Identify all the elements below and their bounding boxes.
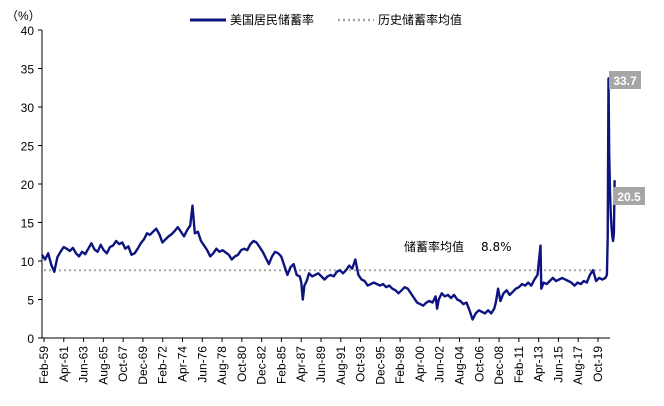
x-tick-label: Jun-89 bbox=[314, 346, 328, 383]
x-tick-label: Dec-08 bbox=[492, 346, 506, 385]
x-tick-label: Aug-65 bbox=[96, 346, 110, 385]
x-tick-label: Feb-11 bbox=[512, 346, 526, 383]
y-tick-label: 5 bbox=[27, 294, 34, 308]
last-value-badge-text: 20.5 bbox=[617, 190, 641, 204]
x-tick-label: Oct-80 bbox=[235, 346, 249, 382]
x-tick-label: Jun-02 bbox=[433, 346, 447, 383]
legend-label-savings-rate: 美国居民储蓄率 bbox=[230, 12, 314, 27]
y-axis-ticks: 0 5 10 15 20 25 30 35 40 bbox=[21, 24, 42, 346]
legend: 美国居民储蓄率 历史储蓄率均值 bbox=[190, 12, 462, 27]
y-tick-label: 15 bbox=[21, 217, 35, 231]
x-tick-label: Aug-17 bbox=[571, 346, 585, 385]
y-tick-label: 30 bbox=[21, 101, 35, 115]
x-tick-label: Apr-87 bbox=[294, 346, 308, 382]
x-tick-label: Oct-06 bbox=[472, 346, 486, 382]
x-tick-label: Jun-63 bbox=[77, 346, 91, 383]
x-tick-label: Apr-13 bbox=[532, 346, 546, 382]
x-tick-label: Dec-95 bbox=[373, 346, 387, 385]
y-unit-label: （%） bbox=[6, 9, 41, 23]
y-tick-label: 10 bbox=[21, 255, 35, 269]
x-tick-label: Jun-15 bbox=[551, 346, 565, 383]
y-tick-label: 35 bbox=[21, 63, 35, 77]
y-tick-label: 20 bbox=[21, 178, 35, 192]
y-tick-label: 25 bbox=[21, 140, 35, 154]
x-tick-label: Apr-00 bbox=[413, 346, 427, 382]
last-value-badge-bg bbox=[613, 187, 645, 205]
mean-annotation-label: 储蓄率均值 bbox=[404, 239, 464, 254]
x-tick-label: Aug-91 bbox=[334, 346, 348, 385]
x-tick-label: Oct-93 bbox=[354, 346, 368, 382]
x-tick-label: Feb-98 bbox=[393, 346, 407, 384]
last-value-badge: 20.5 bbox=[613, 187, 645, 205]
mean-annotation: 储蓄率均值 8.8% bbox=[404, 239, 512, 254]
x-tick-label: Oct-19 bbox=[591, 346, 605, 382]
peak-value-badge-bg bbox=[609, 71, 641, 89]
y-tick-label: 40 bbox=[21, 24, 35, 38]
x-tick-label: Feb-72 bbox=[156, 346, 170, 384]
x-tick-label: Jun-76 bbox=[195, 346, 209, 383]
x-tick-label: Dec-69 bbox=[136, 346, 150, 385]
x-axis-ticks: Feb-59 Apr-61 Jun-63 Aug-65 Oct-67 Dec-69 Feb-… bbox=[37, 338, 605, 385]
peak-value-badge: 33.7 bbox=[609, 71, 641, 89]
x-tick-label: Feb-59 bbox=[37, 346, 51, 384]
mean-annotation-value: 8.8% bbox=[481, 240, 512, 254]
x-tick-label: Aug-04 bbox=[453, 346, 467, 385]
x-tick-label: Apr-61 bbox=[57, 346, 71, 382]
peak-value-badge-text: 33.7 bbox=[613, 74, 637, 88]
savings-rate-line bbox=[40, 77, 616, 321]
x-tick-label: Dec-82 bbox=[255, 346, 269, 385]
x-tick-label: Aug-78 bbox=[215, 346, 229, 385]
x-tick-label: Feb-85 bbox=[274, 346, 288, 384]
y-tick-label: 0 bbox=[27, 332, 34, 346]
x-tick-label: Oct-67 bbox=[116, 346, 130, 382]
x-tick-label: Apr-74 bbox=[176, 346, 190, 382]
legend-label-historical-mean: 历史储蓄率均值 bbox=[378, 12, 462, 27]
